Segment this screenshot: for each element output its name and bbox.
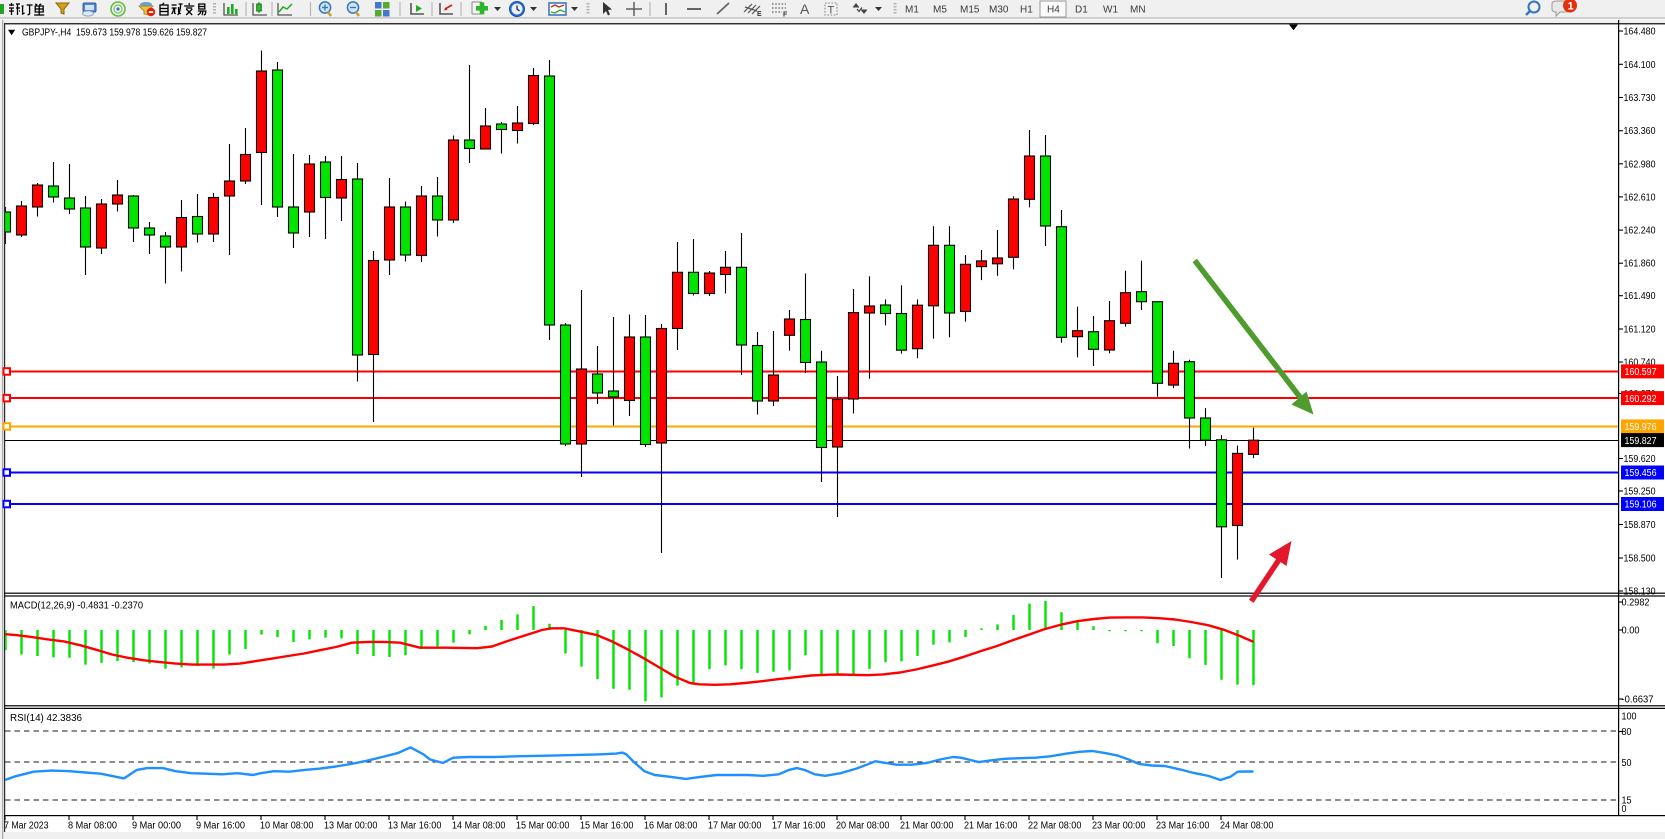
svg-text:0.2982: 0.2982: [1622, 598, 1650, 609]
svg-text:162.610: 162.610: [1624, 192, 1656, 203]
svg-text:E: E: [757, 11, 762, 18]
svg-text:163.360: 163.360: [1624, 126, 1656, 137]
svg-text:H4: H4: [1047, 5, 1060, 16]
svg-text:13 Mar 16:00: 13 Mar 16:00: [388, 821, 442, 832]
svg-text:22 Mar 08:00: 22 Mar 08:00: [1028, 821, 1082, 832]
svg-text:M5: M5: [933, 5, 947, 16]
svg-text:MACD(12,26,9) -0.4831 -0.2370: MACD(12,26,9) -0.4831 -0.2370: [10, 601, 143, 612]
svg-text:159.106: 159.106: [1625, 500, 1657, 511]
svg-text:159.827: 159.827: [1625, 436, 1657, 447]
svg-text:162.980: 162.980: [1624, 159, 1656, 170]
svg-text:100: 100: [1622, 712, 1637, 723]
svg-text:10 Mar 08:00: 10 Mar 08:00: [260, 821, 314, 832]
svg-text:H1: H1: [1020, 5, 1033, 16]
svg-text:160.740: 160.740: [1624, 358, 1656, 369]
svg-text:50: 50: [1622, 758, 1632, 769]
svg-text:M30: M30: [989, 5, 1009, 16]
svg-text:160.597: 160.597: [1625, 367, 1657, 378]
svg-text:158.130: 158.130: [1624, 587, 1656, 598]
svg-text:M15: M15: [960, 5, 980, 16]
svg-text:21 Mar 00:00: 21 Mar 00:00: [900, 821, 954, 832]
svg-text:17 Mar 16:00: 17 Mar 16:00: [772, 821, 826, 832]
svg-text:159.456: 159.456: [1625, 468, 1657, 479]
svg-text:21 Mar 16:00: 21 Mar 16:00: [964, 821, 1018, 832]
svg-text:20 Mar 08:00: 20 Mar 08:00: [836, 821, 890, 832]
svg-text:159.620: 159.620: [1624, 454, 1656, 465]
svg-text:164.100: 164.100: [1624, 60, 1656, 71]
svg-text:24 Mar 08:00: 24 Mar 08:00: [1220, 821, 1274, 832]
svg-text:1: 1: [1568, 1, 1574, 13]
svg-text:80: 80: [1622, 727, 1632, 738]
svg-text:164.480: 164.480: [1624, 27, 1656, 38]
svg-text:GBPJPY-,H4 159.673 159.978 15: GBPJPY-,H4 159.673 159.978 159.626 159.8…: [22, 28, 207, 39]
svg-text:162.240: 162.240: [1624, 226, 1656, 237]
svg-text:M1: M1: [905, 5, 919, 16]
svg-text:MN: MN: [1130, 5, 1146, 16]
svg-text:0: 0: [1622, 804, 1627, 815]
svg-text:RSI(14) 42.3836: RSI(14) 42.3836: [10, 713, 82, 724]
svg-text:159.976: 159.976: [1625, 422, 1657, 433]
svg-text:-0.6637: -0.6637: [1622, 695, 1654, 706]
svg-text:15 Mar 16:00: 15 Mar 16:00: [580, 821, 634, 832]
svg-text:161.860: 161.860: [1624, 259, 1656, 270]
svg-text:23 Mar 16:00: 23 Mar 16:00: [1156, 821, 1210, 832]
svg-text:D1: D1: [1075, 5, 1088, 16]
svg-text:14 Mar 08:00: 14 Mar 08:00: [452, 821, 506, 832]
svg-text:161.490: 161.490: [1624, 291, 1656, 302]
svg-text:8 Mar 08:00: 8 Mar 08:00: [68, 821, 117, 832]
svg-text:16 Mar 08:00: 16 Mar 08:00: [644, 821, 698, 832]
svg-text:161.120: 161.120: [1624, 325, 1656, 336]
svg-text:159.250: 159.250: [1624, 487, 1656, 498]
svg-text:A: A: [800, 1, 810, 17]
svg-text:F: F: [783, 12, 788, 19]
svg-text:163.730: 163.730: [1624, 93, 1656, 104]
svg-text:15 Mar 00:00: 15 Mar 00:00: [516, 821, 570, 832]
svg-text:15: 15: [1622, 796, 1632, 807]
svg-text:23 Mar 00:00: 23 Mar 00:00: [1092, 821, 1146, 832]
svg-text:158.500: 158.500: [1624, 554, 1656, 565]
svg-text:9 Mar 00:00: 9 Mar 00:00: [132, 821, 181, 832]
svg-text:9 Mar 16:00: 9 Mar 16:00: [196, 821, 245, 832]
svg-text:7 Mar 2023: 7 Mar 2023: [4, 821, 49, 832]
svg-text:160.292: 160.292: [1625, 394, 1657, 405]
svg-text:13 Mar 00:00: 13 Mar 00:00: [324, 821, 378, 832]
svg-text:W1: W1: [1103, 5, 1118, 16]
svg-text:T: T: [828, 5, 835, 17]
svg-text:158.870: 158.870: [1624, 520, 1656, 531]
svg-text:0.00: 0.00: [1622, 626, 1640, 637]
svg-text:17 Mar 00:00: 17 Mar 00:00: [708, 821, 762, 832]
